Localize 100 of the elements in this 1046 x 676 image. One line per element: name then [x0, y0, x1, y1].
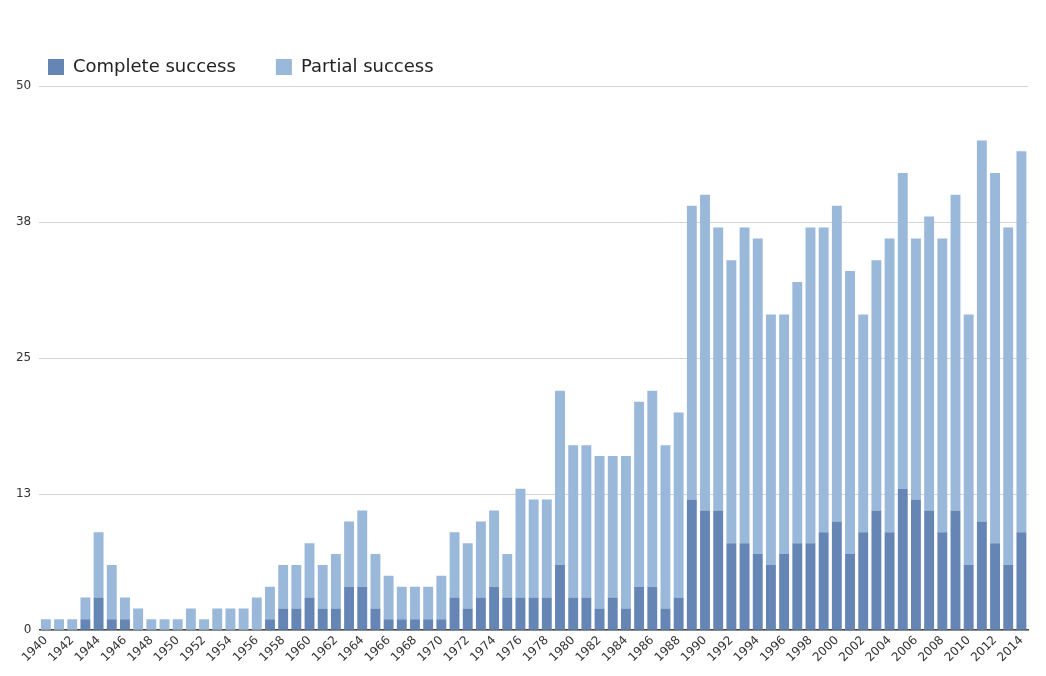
- bar: [976, 140, 987, 522]
- bar: [304, 597, 315, 630]
- bar: [410, 586, 420, 620]
- bar: [410, 619, 420, 630]
- bar: [568, 597, 579, 630]
- bar: [831, 205, 842, 522]
- bar: [1016, 151, 1027, 533]
- bar: [370, 608, 381, 630]
- bar: [726, 543, 737, 630]
- bar: [700, 510, 710, 630]
- bar: [765, 564, 776, 630]
- bar: [120, 619, 130, 630]
- bar: [911, 238, 921, 500]
- bar: [950, 510, 961, 630]
- bar: [700, 194, 710, 511]
- bar: [291, 608, 302, 630]
- bar: [845, 271, 855, 555]
- bar: [106, 619, 117, 630]
- bar: [396, 586, 407, 620]
- bar: [845, 554, 855, 630]
- bar: [739, 543, 750, 630]
- bar: [858, 314, 869, 533]
- bar: [779, 554, 790, 630]
- bar: [871, 510, 882, 630]
- bar: [924, 510, 935, 630]
- bar: [937, 238, 948, 533]
- bar: [475, 597, 486, 630]
- bar: [1003, 564, 1014, 630]
- y-tick-label: 25: [15, 350, 32, 365]
- bar: [515, 597, 526, 630]
- bar: [278, 608, 289, 630]
- bar: [713, 227, 724, 511]
- bar: [963, 314, 974, 565]
- bar: [884, 238, 895, 533]
- bar: [897, 173, 908, 489]
- bar: [449, 532, 460, 598]
- bar: [752, 238, 763, 555]
- bar: [317, 564, 328, 609]
- bar: [357, 510, 368, 587]
- bar: [238, 608, 249, 630]
- legend-label: Partial success: [300, 54, 434, 76]
- bar: [950, 194, 961, 511]
- bar: [581, 597, 592, 630]
- bar: [884, 532, 895, 630]
- bar: [489, 586, 500, 630]
- bar: [581, 445, 592, 598]
- bar: [330, 608, 341, 630]
- bar: [172, 619, 183, 630]
- bar: [462, 543, 473, 609]
- bar: [779, 314, 790, 555]
- bar: [541, 597, 552, 630]
- bar: [93, 532, 104, 598]
- bar: [54, 619, 64, 630]
- bar: [436, 619, 447, 630]
- bar: [515, 488, 526, 598]
- bar: [462, 608, 473, 630]
- bar: [423, 586, 434, 620]
- bar: [555, 390, 565, 565]
- bar: [475, 521, 486, 598]
- bar: [673, 597, 684, 630]
- legend-label: Complete success: [73, 54, 236, 76]
- bar: [818, 532, 829, 630]
- bar: [396, 619, 407, 630]
- y-tick-label: 13: [15, 486, 32, 501]
- bar: [634, 586, 645, 630]
- bar: [133, 608, 144, 630]
- bar: [963, 564, 974, 630]
- bar: [620, 456, 631, 609]
- bar: [93, 597, 104, 630]
- bar: [594, 608, 605, 630]
- bar: [792, 281, 803, 544]
- bar: [976, 521, 987, 630]
- bar: [502, 597, 513, 630]
- bar: [686, 499, 697, 630]
- bar: [713, 510, 724, 630]
- bar: [291, 564, 302, 609]
- bar: [528, 597, 539, 630]
- bar: [686, 205, 697, 500]
- bar: [278, 564, 289, 609]
- bar: [383, 575, 394, 620]
- bar: [858, 532, 869, 630]
- bar: [80, 619, 91, 630]
- bar: [897, 488, 908, 630]
- bar: [924, 216, 935, 511]
- bar: [436, 575, 447, 620]
- y-tick-label: 50: [15, 78, 32, 93]
- bar: [146, 619, 157, 630]
- bar: [990, 173, 1000, 544]
- bar: [225, 608, 236, 630]
- bar: [120, 597, 130, 620]
- bar: [159, 619, 170, 630]
- bar: [568, 445, 579, 598]
- bar: [937, 532, 948, 630]
- bar: [634, 401, 645, 587]
- bar: [911, 499, 921, 630]
- bar: [805, 543, 816, 630]
- bar: [330, 554, 341, 609]
- bar: [607, 597, 618, 630]
- bar: [541, 499, 552, 598]
- bar: [1003, 227, 1014, 565]
